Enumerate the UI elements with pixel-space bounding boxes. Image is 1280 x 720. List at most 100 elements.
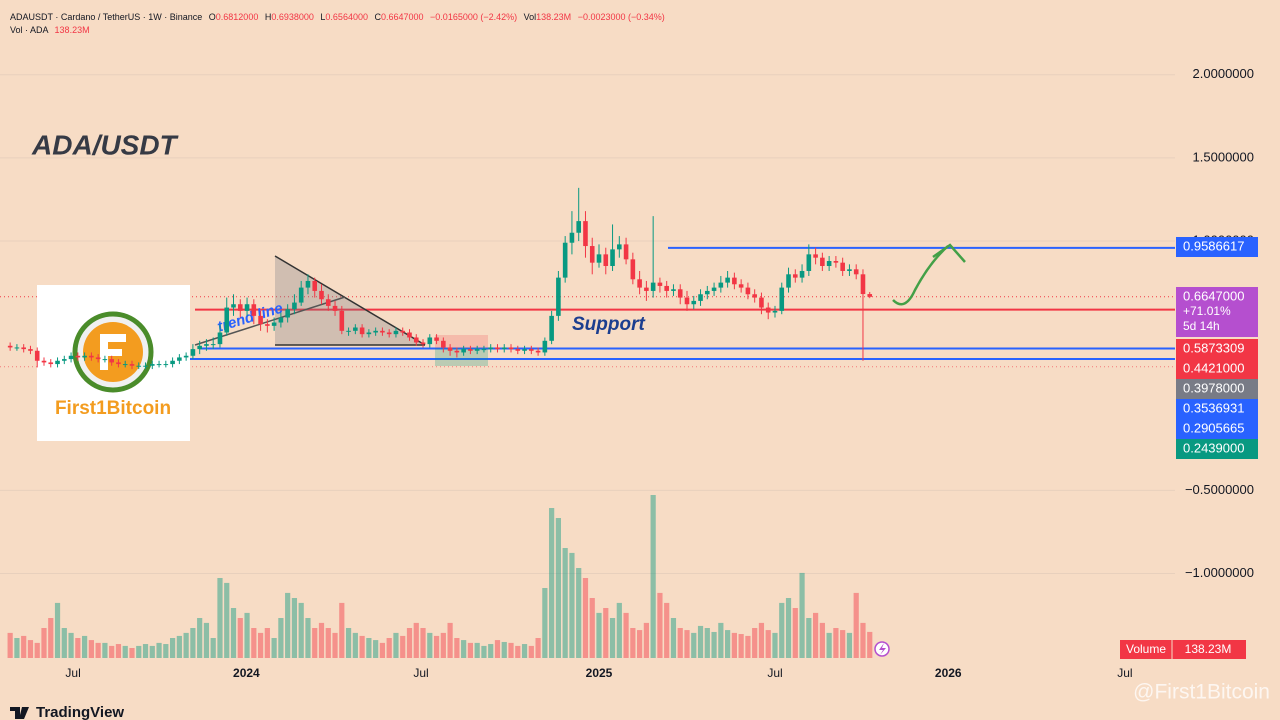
candle-body xyxy=(136,365,142,367)
candle-body xyxy=(62,359,67,361)
volume-bar xyxy=(413,622,419,658)
price-flag-label: 0.5873309 xyxy=(1183,340,1244,355)
candle-body xyxy=(434,337,439,341)
volume-badge-key: Volume xyxy=(1126,642,1166,656)
candle-body xyxy=(732,277,737,285)
plot xyxy=(0,74,1175,658)
volume-bar xyxy=(230,608,237,658)
x-tick-label: Jul xyxy=(767,666,782,680)
price-flag-label: 0.3978000 xyxy=(1183,380,1244,395)
volume-bar xyxy=(481,645,487,658)
logo-text: First1Bitcoin xyxy=(55,398,171,419)
candle-body xyxy=(515,349,521,351)
volume-bar xyxy=(725,630,731,658)
candle-body xyxy=(305,280,311,288)
volume-bar xyxy=(115,644,122,658)
volume-bar xyxy=(393,632,399,658)
y-tick-label: 1.5000000 xyxy=(1193,149,1254,164)
volume-bar xyxy=(54,602,61,658)
candle-body xyxy=(251,304,257,316)
candle-body xyxy=(522,349,527,351)
candle-body xyxy=(617,244,622,250)
candle-body xyxy=(454,350,460,353)
candle-body xyxy=(806,254,812,271)
volume-bar xyxy=(454,638,460,658)
ohlc-legend: ADAUSDT · Cardano / TetherUS · 1W · Bina… xyxy=(10,12,665,22)
candle-body xyxy=(840,262,845,271)
candle-body xyxy=(657,282,663,286)
tv-logo xyxy=(10,707,29,719)
candle-body xyxy=(413,337,419,343)
volume-bar xyxy=(271,638,277,658)
candle-body xyxy=(116,362,121,365)
volume-bar xyxy=(129,648,135,658)
price-flag-label: 0.2905665 xyxy=(1183,420,1244,435)
y-tick-label: 2.0000000 xyxy=(1193,66,1254,81)
volume-bar xyxy=(345,628,352,658)
candle-body xyxy=(325,299,331,306)
range-box-bottom xyxy=(435,348,488,366)
candle-body xyxy=(339,310,345,331)
candle-body xyxy=(745,287,751,295)
field-key: C xyxy=(374,12,381,22)
candle-body xyxy=(529,349,534,351)
vol-legend: Vol · ADA 138.23M xyxy=(10,25,90,35)
price-flag xyxy=(1176,237,1258,257)
volume-bar xyxy=(433,635,440,658)
volume-bar xyxy=(779,602,785,658)
watermark: @First1Bitcoin xyxy=(1133,681,1270,704)
volume-bar xyxy=(670,618,677,658)
volume-bar xyxy=(542,588,548,658)
candle-body xyxy=(718,282,724,288)
candle-body xyxy=(698,294,703,301)
candle-body xyxy=(468,349,473,351)
candle-body xyxy=(684,297,690,305)
candle-body xyxy=(156,364,162,366)
candle-body xyxy=(149,364,155,366)
price-flag xyxy=(1176,439,1258,459)
volume-bar xyxy=(508,642,514,658)
volume-bar xyxy=(332,632,338,658)
candle-body xyxy=(759,297,764,308)
arrow-head xyxy=(932,243,966,263)
volume-bar xyxy=(684,630,690,658)
x-tick-label: 2024 xyxy=(233,666,260,680)
volume-bar xyxy=(758,622,765,658)
volume-bar xyxy=(7,632,13,658)
candle-body xyxy=(772,310,778,313)
volume-bar xyxy=(109,645,115,658)
candle-body xyxy=(779,287,785,311)
volume-bar xyxy=(467,642,474,658)
change: −0.0165000 (−2.42%) xyxy=(430,12,517,22)
candle-body xyxy=(41,360,47,363)
candle-body xyxy=(183,355,189,358)
candle-body xyxy=(386,332,392,335)
candle-body xyxy=(204,344,209,346)
projection-arrow xyxy=(892,245,949,306)
volume-bar xyxy=(569,552,575,658)
volume-bar xyxy=(285,592,291,658)
candle-body xyxy=(21,347,26,350)
volume-bar xyxy=(555,518,561,658)
volume-bar xyxy=(379,642,386,658)
price-flag-label: 0.3536931 xyxy=(1183,400,1244,415)
candle-body xyxy=(197,345,202,350)
candle-body xyxy=(603,254,609,266)
volume-bar xyxy=(772,632,778,658)
candle-body xyxy=(7,345,13,348)
volume-bar xyxy=(494,640,501,658)
volume-bar xyxy=(840,630,846,658)
volume-bar xyxy=(637,630,643,658)
volume-bar xyxy=(257,632,264,658)
candle-body xyxy=(298,287,304,303)
volume-bar xyxy=(826,632,832,658)
volume-bar xyxy=(163,644,169,658)
volume-bar xyxy=(68,632,74,658)
candle-body xyxy=(346,330,351,332)
volume-bar xyxy=(603,608,609,658)
volume-bar xyxy=(515,645,521,658)
candle-body xyxy=(799,270,805,278)
